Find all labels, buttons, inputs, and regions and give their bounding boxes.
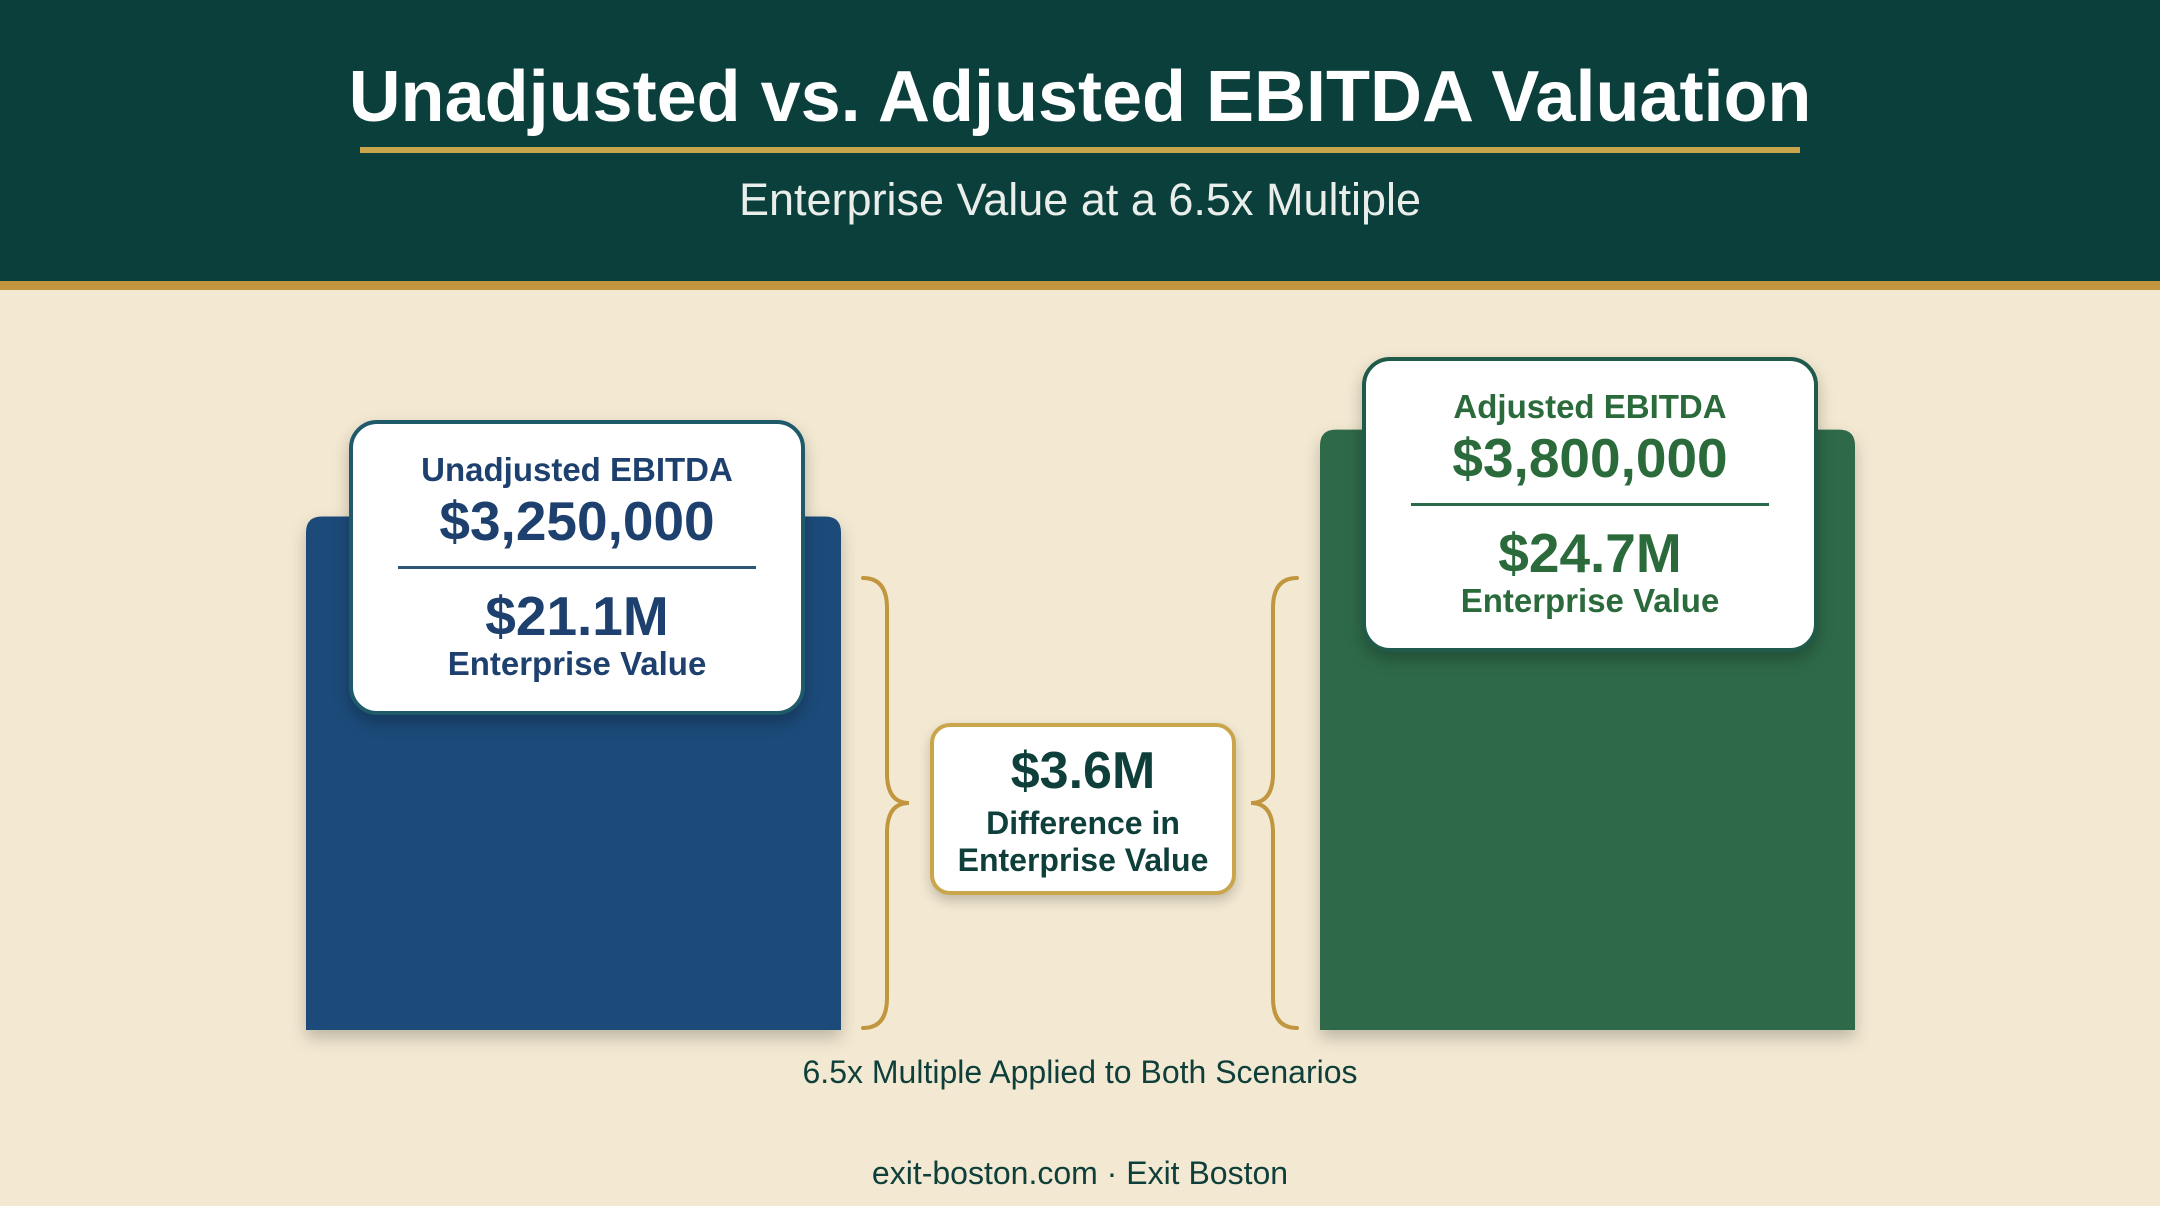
adjusted-category-label: Adjusted EBITDA [1453, 388, 1727, 425]
unadjusted-category-label: Unadjusted EBITDA [421, 451, 733, 488]
difference-caption: Difference in Enterprise Value [957, 805, 1209, 878]
unadjusted-divider [398, 566, 756, 569]
multiple-footnote: 6.5x Multiple Applied to Both Scenarios [802, 1054, 1358, 1090]
right-brace [1250, 576, 1299, 1030]
adjusted-label-card: Adjusted EBITDA $3,800,000 $24.7M Enterp… [1362, 357, 1818, 652]
unadjusted-ebitda-value: $3,250,000 [439, 490, 715, 552]
title-underline [360, 147, 1800, 153]
adjusted-ebitda-value: $3,800,000 [1452, 427, 1728, 489]
adjusted-ev-value: $24.7M [1498, 522, 1682, 584]
unadjusted-label-card: Unadjusted EBITDA $3,250,000 $21.1M Ente… [349, 420, 805, 715]
adjusted-divider [1411, 503, 1769, 506]
header-banner: Unadjusted vs. Adjusted EBITDA Valuation… [0, 0, 2160, 290]
footer-credit: exit-boston.com · Exit Boston [871, 1155, 1289, 1191]
chart-subtitle: Enterprise Value at a 6.5x Multiple [738, 174, 1422, 225]
adjusted-ev-caption: Enterprise Value [1460, 582, 1720, 619]
unadjusted-ev-caption: Enterprise Value [447, 645, 707, 682]
left-brace [861, 576, 910, 1030]
unadjusted-ev-value: $21.1M [485, 585, 669, 647]
difference-callout: $3.6M Difference in Enterprise Value [930, 723, 1236, 895]
difference-value: $3.6M [1010, 742, 1156, 800]
chart-title: Unadjusted vs. Adjusted EBITDA Valuation [348, 57, 1812, 137]
